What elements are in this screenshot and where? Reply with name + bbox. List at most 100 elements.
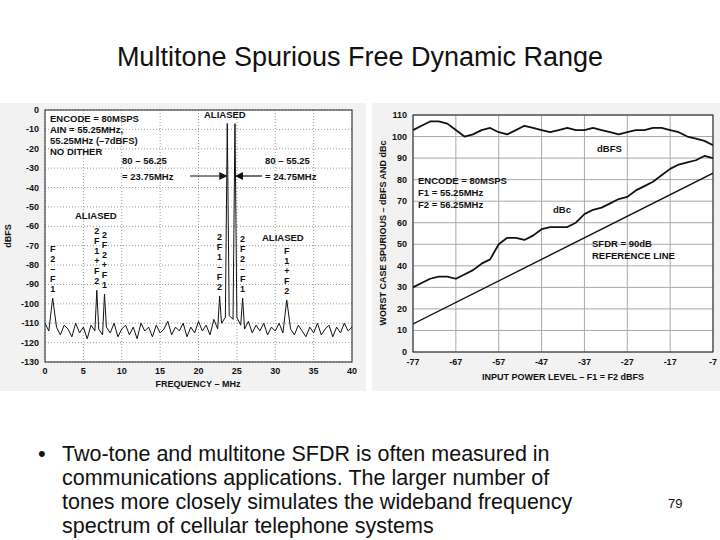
spur-label-char: 1 xyxy=(102,280,107,290)
grid-line-y xyxy=(413,222,713,223)
grid-line-y xyxy=(45,342,352,343)
spur-label: F1+F2 xyxy=(284,246,290,296)
grid-line-y xyxy=(413,265,713,266)
y-tick-label: -50 xyxy=(26,202,39,212)
spur-label-char: 1 xyxy=(240,284,245,294)
grid-line-x xyxy=(584,115,585,352)
slide: Multitone Spurious Free Dynamic Range 0 -1… xyxy=(0,0,720,540)
y-axis-label: dBFS xyxy=(3,224,13,248)
grid-line-x xyxy=(670,115,671,352)
plot-frame xyxy=(413,115,713,352)
y-tick-label: 90 xyxy=(397,153,407,163)
spur-label-char: – xyxy=(217,262,222,272)
plot-frame xyxy=(45,110,352,362)
annotation: 80 – 56.25 xyxy=(122,155,168,166)
title: Multitone Spurious Free Dynamic Range xyxy=(117,42,603,72)
spur-label-char: F xyxy=(240,244,246,254)
bullet: • xyxy=(38,441,46,466)
y-tick-label: 80 xyxy=(397,175,407,185)
y-tick-label: 60 xyxy=(397,218,407,228)
body-line: communications applications. The larger … xyxy=(62,466,549,490)
spur-label-char: F xyxy=(284,276,290,286)
y-tick-label: -120 xyxy=(21,338,39,348)
spur-label-char: F xyxy=(94,266,100,276)
arrow xyxy=(190,175,226,176)
annotation: ALIASED xyxy=(75,210,117,221)
y-tick-label: 20 xyxy=(397,304,407,314)
body-line: Two-tone and multitone SFDR is often mea… xyxy=(62,442,550,466)
grid-line-y xyxy=(45,187,352,188)
y-tick-label: 10 xyxy=(397,325,407,335)
grid-line-y xyxy=(413,330,713,331)
spur-label-char: 2 xyxy=(102,230,107,240)
y-tick-label: 0 xyxy=(34,105,39,115)
grid-line-x xyxy=(121,110,122,362)
annotation: F2 = 56.25MHz xyxy=(418,199,483,210)
annotation: 80 – 55.25 xyxy=(265,155,311,166)
arrow xyxy=(236,175,262,176)
x-tick-label: -17 xyxy=(664,357,677,367)
grid-line-y xyxy=(45,303,352,304)
spur-label-char: F xyxy=(50,244,56,254)
spur-label-char: 2 xyxy=(217,282,222,292)
y-tick-label: 110 xyxy=(392,110,407,120)
annotation: ALIASED xyxy=(204,109,246,120)
spur-label-char: 1 xyxy=(217,252,222,262)
y-tick-label: -30 xyxy=(26,163,39,173)
annotation: F1 = 55.25MHz xyxy=(418,187,483,198)
plot-area xyxy=(45,110,352,362)
grid-line-y xyxy=(45,265,352,266)
y-tick-label: -80 xyxy=(26,260,39,270)
spur-label: 2F2+F1 xyxy=(102,230,108,290)
annotation: = 24.75MHz xyxy=(265,171,317,182)
x-axis-label: INPUT POWER LEVEL – F1 = F2 dBFS xyxy=(482,372,644,382)
spur-label: F2–F1 xyxy=(50,244,56,294)
y-tick-label: 0 xyxy=(402,347,407,357)
x-tick-label: -57 xyxy=(492,357,505,367)
y-tick-label: 30 xyxy=(397,282,407,292)
body-line: tones more closely simulates the wideban… xyxy=(62,490,573,514)
x-tick-label: 15 xyxy=(155,366,165,376)
x-tick-label: 30 xyxy=(270,366,280,376)
series-line xyxy=(413,156,713,287)
y-tick-label: 50 xyxy=(397,239,407,249)
annotation: NO DITHER xyxy=(50,146,102,157)
x-tick-label: 40 xyxy=(347,366,357,376)
spur-label-char: 1 xyxy=(50,284,55,294)
grid-line-x xyxy=(160,110,161,362)
x-tick-label: 35 xyxy=(309,366,319,376)
spur-label-char: 2 xyxy=(94,276,99,286)
plot-area xyxy=(413,115,713,352)
spur-label-char: F xyxy=(102,270,108,280)
spur-label-char: + xyxy=(94,256,99,266)
y-tick-label: 40 xyxy=(397,261,407,271)
y-tick-label: -70 xyxy=(26,241,39,251)
data-group xyxy=(413,121,713,324)
grid-line-x xyxy=(455,115,456,352)
chart-panel xyxy=(372,103,720,391)
spur-label-char: 1 xyxy=(94,246,99,256)
grid-line-x xyxy=(627,115,628,352)
y-tick-label: -20 xyxy=(26,144,39,154)
grid-line-y xyxy=(413,287,713,288)
x-tick-label: 10 xyxy=(117,366,127,376)
x-tick-label: -27 xyxy=(621,357,634,367)
chart: 0102030405060708090100110-77-67-57-47-37… xyxy=(372,103,720,391)
spur-label-char: – xyxy=(50,264,55,274)
data-group xyxy=(45,124,352,339)
spur-label-char: 2 xyxy=(50,254,55,264)
y-tick-label: -110 xyxy=(21,318,39,328)
background xyxy=(0,0,720,540)
chart: 0-10-20-30-40-50-60-70-80-90-100-110-120… xyxy=(0,103,366,391)
series-label: dBc xyxy=(553,204,571,215)
y-tick-label: 70 xyxy=(397,196,407,206)
grid-line-y xyxy=(413,308,713,309)
grid-line-x xyxy=(313,110,314,362)
x-axis-label: FREQUENCY – MHz xyxy=(156,379,241,389)
x-tick-label: -67 xyxy=(449,357,462,367)
x-tick-label: 25 xyxy=(232,366,242,376)
spur-label-char: F xyxy=(217,272,223,282)
series-line xyxy=(413,173,713,324)
grid-line-x xyxy=(541,115,542,352)
y-tick-label: -130 xyxy=(21,357,39,367)
